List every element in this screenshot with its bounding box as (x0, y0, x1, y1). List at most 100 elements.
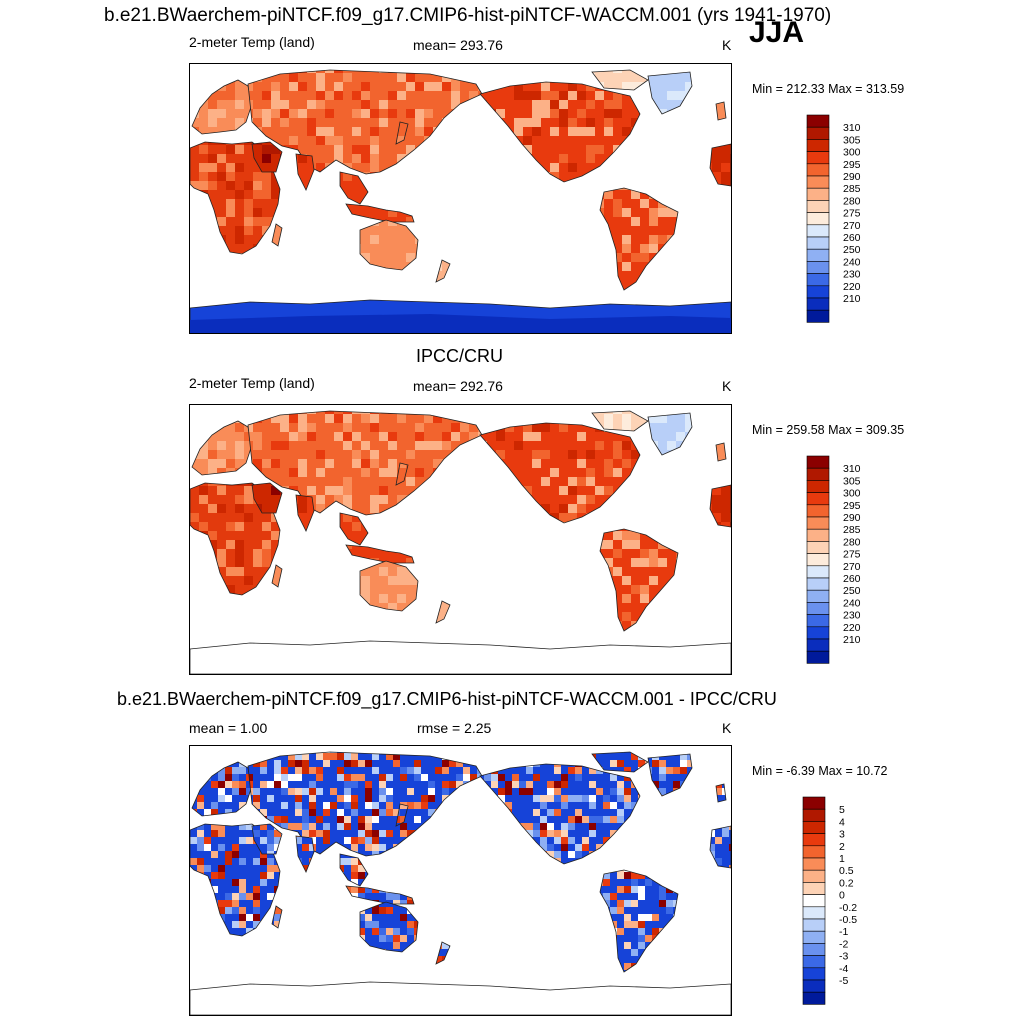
colorbar-swatch (807, 456, 829, 468)
figure-title: b.e21.BWaerchem-piNTCF.f09_g17.CMIP6-his… (104, 6, 831, 25)
colorbar-swatch (807, 298, 829, 310)
panel3-minmax-label: Min = -6.39 Max = 10.72 (752, 765, 888, 778)
colorbar-tick-label: 250 (843, 585, 861, 597)
colorbar-swatch (807, 480, 829, 492)
panel3-mean-label: mean = 1.00 (189, 721, 267, 735)
colorbar-tick-label: 285 (843, 183, 861, 195)
colorbar-tick-label: 4 (839, 816, 845, 828)
coastline-antarctica (190, 982, 731, 1015)
colorbar-swatch (807, 188, 829, 200)
colorbar-tick-label: 240 (843, 256, 861, 268)
colorbar-tick-label: -4 (839, 963, 848, 975)
colorbar-tick-label: 0.2 (839, 877, 854, 889)
colorbar-tick-label: 260 (843, 573, 861, 585)
panel3-rmse-label: rmse = 2.25 (417, 721, 491, 735)
colorbar-swatch (807, 541, 829, 553)
colorbar-tick-label: 305 (843, 475, 861, 487)
colorbar-swatch (803, 980, 825, 992)
colorbar-swatch (807, 554, 829, 566)
colorbar-tick-label: -2 (839, 938, 848, 950)
colorbar-swatch (803, 907, 825, 919)
colorbar-tick-label: 275 (843, 208, 861, 220)
panel2-colorbar: 310 305 300 295 290 285 280 275 270 260 250 240 230 2… (807, 456, 877, 672)
colorbar-tick-label: 260 (843, 232, 861, 244)
colorbar-swatch (807, 505, 829, 517)
colorbar-swatch (807, 517, 829, 529)
colorbar-swatch (803, 968, 825, 980)
colorbar-swatch (807, 261, 829, 273)
colorbar-tick-label: 290 (843, 171, 861, 183)
colorbar-swatch (807, 578, 829, 590)
colorbar-tick-label: 305 (843, 134, 861, 146)
colorbar-tick-label: 300 (843, 147, 861, 159)
colorbar-tick-label: 230 (843, 610, 861, 622)
panel1-minmax-label: Min = 212.33 Max = 313.59 (752, 83, 904, 96)
colorbar-swatch (807, 590, 829, 602)
colorbar-tick-label: 270 (843, 220, 861, 232)
panel2-heading: IPCC/CRU (416, 347, 503, 365)
colorbar-tick-label: 240 (843, 597, 861, 609)
panel2-variable-label: 2-meter Temp (land) (189, 376, 315, 390)
colorbar-swatch (807, 310, 829, 322)
colorbar-swatch (803, 956, 825, 968)
colorbar-tick-label: -0.5 (839, 914, 857, 926)
panel3-colorbar: 5 4 3 2 1 0.5 0.2 0 -0.2 -0.5 -1 -2 -3 -4 -5 (803, 797, 873, 1013)
colorbar-tick-label: 310 (843, 122, 861, 134)
colorbar-tick-label: -0.2 (839, 902, 857, 914)
colorbar-tick-label: 295 (843, 500, 861, 512)
colorbar-tick-label: 290 (843, 512, 861, 524)
colorbar-swatch (807, 164, 829, 176)
colorbar-swatch (807, 225, 829, 237)
panel2-minmax-label: Min = 259.58 Max = 309.35 (752, 424, 904, 437)
colorbar-tick-label: 270 (843, 561, 861, 573)
colorbar-swatch (807, 566, 829, 578)
colorbar-tick-label: 2 (839, 841, 845, 853)
colorbar-swatch (803, 943, 825, 955)
colorbar-swatch (807, 468, 829, 480)
colorbar-swatch (807, 127, 829, 139)
colorbar-tick-label: 285 (843, 524, 861, 536)
panel1-map (189, 63, 732, 334)
colorbar-swatch (803, 931, 825, 943)
colorbar-tick-label: 1 (839, 853, 845, 865)
panel2-mean-label: mean= 292.76 (413, 379, 503, 393)
colorbar-swatch (803, 919, 825, 931)
panel1-units-label: K (722, 38, 731, 52)
panel3-units-label: K (722, 721, 731, 735)
panel1-mean-label: mean= 293.76 (413, 38, 503, 52)
colorbar-swatch (803, 858, 825, 870)
colorbar-swatch (803, 834, 825, 846)
panel1-variable-label: 2-meter Temp (land) (189, 35, 315, 49)
colorbar-tick-label: 275 (843, 549, 861, 561)
colorbar-tick-label: 280 (843, 195, 861, 207)
colorbar-tick-label: 0.5 (839, 865, 854, 877)
colorbar-swatch (803, 846, 825, 858)
colorbar-tick-label: -5 (839, 975, 848, 987)
panel3-map (189, 745, 732, 1016)
colorbar-swatch (807, 249, 829, 261)
colorbar-swatch (807, 200, 829, 212)
panel3-heading: b.e21.BWaerchem-piNTCF.f09_g17.CMIP6-his… (117, 690, 777, 708)
colorbar-swatch (807, 286, 829, 298)
colorbar-swatch (807, 602, 829, 614)
colorbar-tick-label: 5 (839, 804, 845, 816)
panel2-units-label: K (722, 379, 731, 393)
colorbar-tick-label: 0 (839, 890, 845, 902)
colorbar-swatch (803, 809, 825, 821)
colorbar-swatch (803, 882, 825, 894)
colorbar-tick-label: 280 (843, 536, 861, 548)
colorbar-tick-label: 210 (843, 293, 861, 305)
colorbar-tick-label: 295 (843, 159, 861, 171)
colorbar-swatch (807, 627, 829, 639)
colorbar-swatch (803, 797, 825, 809)
season-label: JJA (749, 18, 804, 48)
colorbar-swatch (807, 237, 829, 249)
colorbar-tick-label: 230 (843, 269, 861, 281)
colorbar-tick-label: 250 (843, 244, 861, 256)
colorbar-swatch (807, 139, 829, 151)
colorbar-tick-label: 310 (843, 463, 861, 475)
colorbar-swatch (803, 895, 825, 907)
colorbar-tick-label: -3 (839, 951, 848, 963)
colorbar-swatch (807, 213, 829, 225)
colorbar-swatch (807, 176, 829, 188)
